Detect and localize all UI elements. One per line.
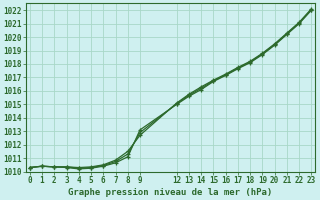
X-axis label: Graphe pression niveau de la mer (hPa): Graphe pression niveau de la mer (hPa) (68, 188, 273, 197)
